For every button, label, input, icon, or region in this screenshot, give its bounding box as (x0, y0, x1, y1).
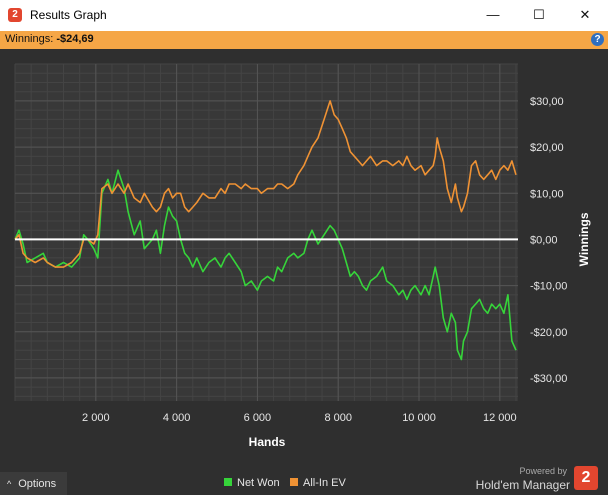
y-axis-label: Winnings (577, 212, 591, 266)
legend-net-won[interactable]: Net Won (224, 477, 280, 489)
series-line-net-won (14, 169, 517, 361)
legend-swatch-all-in-ev (290, 478, 298, 486)
y-tick-label: -$10,00 (530, 281, 567, 293)
minimize-button[interactable]: — (486, 7, 500, 22)
holdem-manager-logo: 2 (574, 466, 598, 490)
x-tick-label: 2 000 (82, 412, 110, 424)
y-tick-label: -$20,00 (530, 327, 567, 339)
winnings-summary: Winnings: -$24,69 (5, 33, 94, 45)
app-logo-icon: 2 (8, 8, 22, 22)
legend-label-net-won: Net Won (237, 477, 280, 489)
brand-name: Hold'em Manager (475, 478, 570, 492)
legend-label-all-in-ev: All-In EV (303, 477, 346, 489)
options-label: Options (18, 478, 57, 490)
y-tick-label: $10,00 (530, 188, 564, 200)
y-tick-label: $0,00 (530, 234, 558, 246)
x-tick-label: 10 000 (402, 412, 436, 424)
x-tick-label: 12 000 (483, 412, 517, 424)
chevron-up-icon: ^ (7, 479, 12, 489)
options-button[interactable]: ^ Options (0, 472, 67, 495)
x-tick-label: 8 000 (324, 412, 352, 424)
window-titlebar: 2 Results Graph — ☐ ✕ (0, 0, 608, 31)
maximize-button[interactable]: ☐ (533, 7, 545, 22)
winnings-label: Winnings: (5, 33, 54, 45)
x-tick-label: 6 000 (244, 412, 272, 424)
x-axis-label: Hands (249, 435, 286, 449)
help-icon[interactable]: ? (591, 33, 604, 46)
window-title: Results Graph (30, 8, 107, 22)
legend-all-in-ev[interactable]: All-In EV (290, 477, 346, 489)
winnings-bar: Winnings: -$24,69 ? (0, 31, 608, 49)
close-button[interactable]: ✕ (579, 7, 591, 22)
y-tick-label: $20,00 (530, 142, 564, 154)
legend-swatch-net-won (224, 478, 232, 486)
x-tick-label: 4 000 (163, 412, 191, 424)
results-chart: 2 000 4 000 6 000 8 000 10 000 12 000 $30,00 $2… (14, 63, 591, 449)
results-graph: 2 000 4 000 6 000 8 000 10 000 12 000 $30,00 $2… (0, 49, 608, 472)
y-tick-label: $30,00 (530, 96, 564, 108)
footer-bar: ^ Options Net Won All-In EV Powered by Ho… (0, 466, 608, 495)
y-tick-label: -$30,00 (530, 373, 567, 385)
winnings-value: -$24,69 (56, 33, 94, 45)
series-line-all-in-ev (14, 100, 517, 268)
powered-by-label: Powered by (519, 466, 567, 476)
